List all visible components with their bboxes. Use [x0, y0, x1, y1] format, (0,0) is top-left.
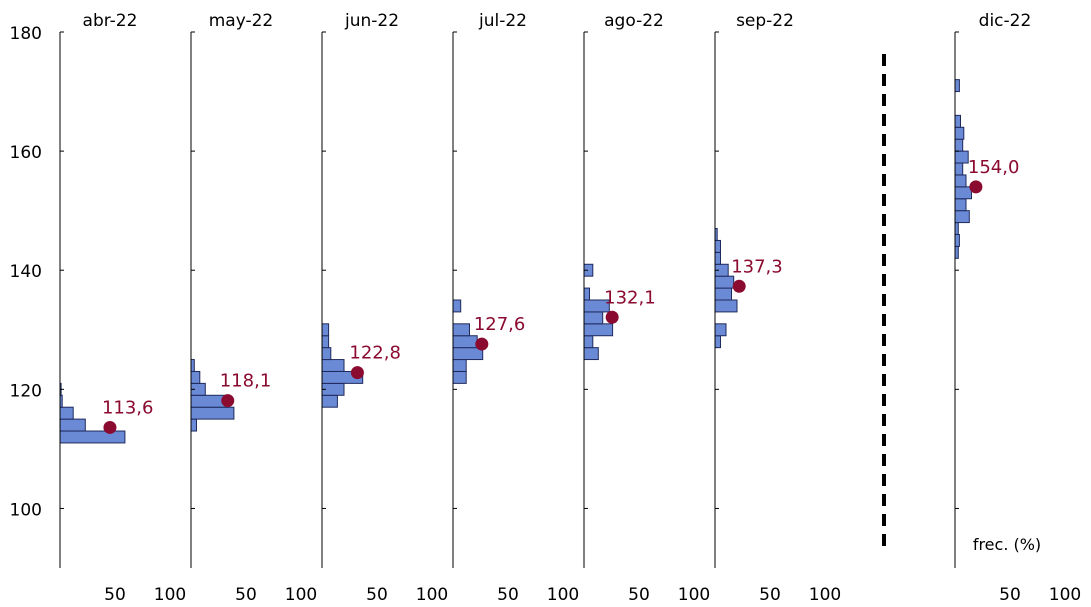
histogram-bar: [954, 126, 965, 140]
histogram-bar: [190, 406, 235, 420]
panel-title: may-22: [209, 11, 274, 31]
histogram-bar: [954, 162, 964, 176]
histogram-bar: [583, 347, 599, 361]
value-label: 113,6: [102, 397, 154, 418]
panels: abr-22 50 100 113,6 may-22 50 100 118,1 jun-22 50…: [59, 11, 1081, 605]
histogram-panel: sep-22 50 100 137,3: [714, 11, 841, 605]
x-tick-label: 50: [104, 585, 126, 605]
histogram-panel: may-22 50 100 118,1: [190, 11, 317, 605]
histogram-bar: [954, 114, 961, 128]
histogram-bar: [190, 418, 197, 432]
histogram-bar: [583, 311, 604, 325]
histogram-bar: [954, 186, 972, 200]
mean-marker: [350, 366, 364, 380]
histogram-bar: [321, 347, 332, 361]
histogram-bar: [452, 335, 478, 349]
mean-marker: [221, 394, 235, 408]
panel-title: jun-22: [344, 11, 399, 31]
histogram-bar: [714, 299, 738, 313]
y-tick-label: 140: [10, 262, 42, 282]
y-tick-label: 180: [10, 24, 42, 44]
histogram-bar: [452, 370, 467, 384]
mean-marker: [475, 337, 489, 351]
value-label: 137,3: [731, 256, 783, 277]
x-tick-label: 50: [235, 585, 257, 605]
histogram-bar: [583, 335, 594, 349]
value-label: 132,1: [604, 287, 656, 308]
value-label: 122,8: [349, 343, 401, 364]
histogram-bar: [954, 198, 967, 212]
histogram-bar: [321, 394, 338, 408]
x-tick-label: 100: [416, 585, 448, 605]
histogram-bar: [190, 370, 201, 384]
histogram-bar: [321, 323, 330, 337]
panel-title: ago-22: [604, 11, 664, 31]
x-tick-label: 100: [678, 585, 710, 605]
histogram-bar: [452, 323, 470, 337]
histogram-bar: [714, 335, 721, 349]
panel-title: sep-22: [736, 11, 794, 31]
histogram-bar: [583, 287, 590, 301]
panel-title: dic-22: [979, 11, 1032, 31]
mean-marker: [103, 420, 117, 434]
histogram-panel: abr-22 50 100 113,6: [59, 11, 186, 605]
histogram-bar: [321, 335, 330, 349]
x-tick-label: 50: [759, 585, 781, 605]
histogram-bar: [954, 174, 967, 188]
y-tick-label: 160: [10, 143, 42, 163]
histogram-panel: jun-22 50 100 122,8: [321, 11, 448, 605]
histogram-bar: [59, 418, 86, 432]
histogram-bar: [452, 299, 462, 313]
histogram-bar: [714, 287, 732, 301]
mean-marker: [605, 310, 619, 324]
histogram-bar: [714, 275, 735, 289]
histogram-bar: [59, 406, 74, 420]
x-tick-label: 50: [497, 585, 519, 605]
histogram-bar: [714, 251, 721, 265]
histogram-bar: [954, 150, 969, 164]
x-tick-label: 100: [285, 585, 317, 605]
x-tick-label: 50: [366, 585, 388, 605]
histogram-bar: [954, 233, 960, 247]
histogram-bar: [714, 323, 727, 337]
histogram-panel: dic-22 50 100 154,0 frec. (%): [954, 11, 1081, 605]
x-axis-label: frec. (%): [973, 535, 1041, 554]
histogram-bar: [714, 239, 721, 253]
x-tick-label: 100: [809, 585, 841, 605]
y-tick-label: 100: [10, 500, 42, 520]
mean-marker: [732, 279, 746, 293]
x-tick-label: 50: [999, 585, 1021, 605]
histogram-panel: jul-22 50 100 127,6: [452, 11, 579, 605]
y-tick-label: 120: [10, 381, 42, 401]
histogram-bar: [321, 359, 345, 372]
x-tick-label: 100: [154, 585, 186, 605]
value-label: 127,6: [474, 314, 526, 335]
histogram-bar: [59, 430, 126, 444]
histogram-bar: [452, 359, 467, 372]
x-tick-label: 100: [1049, 585, 1081, 605]
y-axis-tick-labels: 100 120 140 160 180: [10, 24, 42, 520]
histogram-bar: [954, 138, 964, 152]
x-tick-label: 50: [628, 585, 650, 605]
value-label: 154,0: [968, 157, 1020, 178]
mean-marker: [969, 180, 983, 194]
panel-title: abr-22: [83, 11, 138, 31]
histogram-bar: [954, 210, 970, 224]
value-label: 118,1: [220, 371, 272, 392]
histogram-bar: [954, 79, 960, 93]
histogram-panel: ago-22 50 100 132,1: [583, 11, 710, 605]
panel-title: jul-22: [478, 11, 527, 31]
x-tick-label: 100: [547, 585, 579, 605]
histogram-bar: [583, 323, 614, 337]
